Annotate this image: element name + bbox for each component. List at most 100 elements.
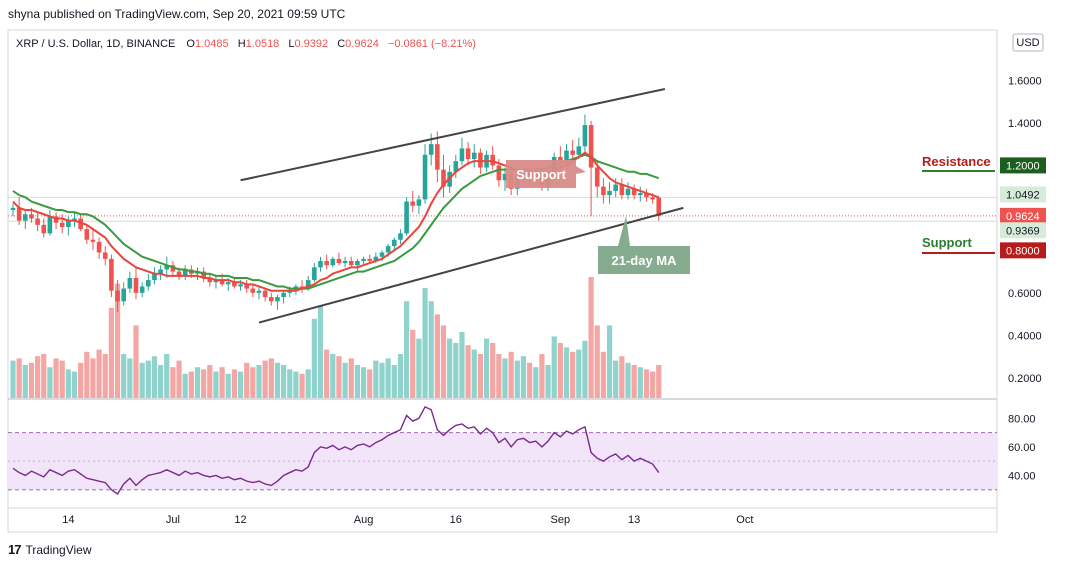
- volume-bar: [631, 365, 637, 398]
- volume-bar: [299, 373, 305, 398]
- time-axis: 14 Jul 12 Aug 16 Sep 13 Oct: [62, 514, 753, 526]
- candle-body: [207, 277, 213, 283]
- volume-bar: [114, 283, 121, 398]
- volume-bar: [237, 371, 244, 398]
- price-tag-label: 1.0492: [1006, 189, 1040, 201]
- volume-bar: [16, 358, 22, 398]
- candle-body: [146, 280, 151, 287]
- volume-bar: [71, 371, 78, 398]
- candle-body: [601, 186, 606, 196]
- candle-body: [336, 258, 342, 264]
- volume-bar: [453, 343, 459, 398]
- candle-body: [139, 286, 145, 293]
- channel-upper-line: [240, 87, 666, 182]
- volume-bar: [250, 367, 256, 398]
- volume-bar: [342, 362, 348, 398]
- volume-bar: [582, 340, 588, 398]
- candle-body: [330, 258, 336, 266]
- currency-box[interactable]: [1012, 33, 1044, 52]
- volume-bar: [471, 349, 477, 398]
- volume-bar: [557, 343, 563, 398]
- tradingview-logo[interactable]: 17 TradingView: [8, 542, 92, 557]
- volume-bar: [330, 354, 336, 398]
- candle-body: [453, 161, 459, 172]
- candle-body: [607, 190, 612, 196]
- candles: [10, 114, 662, 312]
- candle-body: [410, 201, 416, 206]
- volume-bar: [490, 343, 496, 398]
- candle-body: [164, 265, 170, 270]
- change-value: −0.0861 (−8.21%): [388, 38, 476, 50]
- price-tick-label: 1.4000: [1008, 118, 1042, 130]
- volume-bar: [311, 318, 317, 398]
- rsi-tick-label: 40.00: [1008, 470, 1036, 482]
- volume-bar: [551, 336, 557, 398]
- volume-bar: [606, 325, 613, 398]
- candle-body: [613, 184, 618, 191]
- volume-bar: [428, 301, 434, 398]
- time-tick-label: 13: [628, 514, 640, 526]
- volume-bar: [90, 358, 96, 398]
- candle-body: [201, 271, 206, 278]
- volume-bar: [563, 347, 570, 398]
- candle-body: [398, 233, 403, 240]
- volume-bar: [201, 369, 207, 398]
- volume-bar: [354, 365, 360, 398]
- candle-body: [213, 280, 219, 283]
- volume-bar: [588, 277, 594, 398]
- candle-body: [115, 290, 120, 302]
- price-tag-ma: [1000, 222, 1046, 239]
- volume-bar: [594, 325, 600, 398]
- volume-bar: [385, 358, 391, 398]
- price-tag-label: 0.9624: [1006, 211, 1040, 223]
- price-tag-label: 1.2000: [1006, 160, 1040, 172]
- candle-body: [478, 152, 483, 168]
- time-tick-label: Aug: [354, 514, 374, 526]
- volume-bar: [28, 362, 35, 398]
- candle-body: [631, 188, 637, 196]
- volume-bar: [244, 362, 250, 398]
- currency-label: USD: [1016, 37, 1039, 49]
- volume-bar: [625, 362, 631, 398]
- resistance-label: Resistance: [922, 154, 991, 169]
- time-tick-label: 14: [62, 514, 74, 526]
- volume-bar: [447, 338, 453, 398]
- candle-body: [656, 197, 662, 216]
- candle-body: [47, 216, 53, 234]
- candle-body: [361, 258, 366, 261]
- volume-bar: [527, 362, 533, 398]
- candle-body: [638, 193, 643, 196]
- volume-bar: [317, 305, 324, 398]
- time-tick-label: 16: [450, 514, 462, 526]
- volume-bar: [182, 373, 188, 398]
- volume-bar: [650, 371, 656, 398]
- volume-bar: [533, 367, 539, 398]
- high-label: H: [238, 38, 246, 50]
- volume-bar: [483, 338, 490, 398]
- candle-body: [348, 260, 354, 266]
- volume-bar: [520, 356, 527, 398]
- candle-body: [281, 292, 286, 298]
- volume-bar: [194, 367, 201, 398]
- volume-bar: [274, 362, 281, 398]
- candle-body: [35, 218, 40, 225]
- candle-body: [232, 282, 237, 287]
- candle-body: [318, 260, 323, 268]
- volume-bar: [22, 365, 28, 398]
- volume-bar: [256, 365, 262, 398]
- price-tag-label: 0.8000: [1006, 245, 1040, 257]
- volume-bar: [287, 369, 293, 398]
- candle-body: [238, 284, 243, 287]
- low-value: 0.9392: [295, 38, 329, 50]
- support-bubble-text: Support: [516, 167, 566, 182]
- candle-body: [619, 184, 625, 196]
- volume-bar: [477, 354, 483, 398]
- volume-bar: [164, 354, 170, 398]
- volume-bar: [170, 367, 176, 398]
- volume-bar: [404, 301, 410, 398]
- volume-bar: [59, 360, 65, 398]
- volume-bar: [514, 360, 520, 398]
- candle-body: [392, 239, 397, 247]
- candle-body: [496, 165, 502, 181]
